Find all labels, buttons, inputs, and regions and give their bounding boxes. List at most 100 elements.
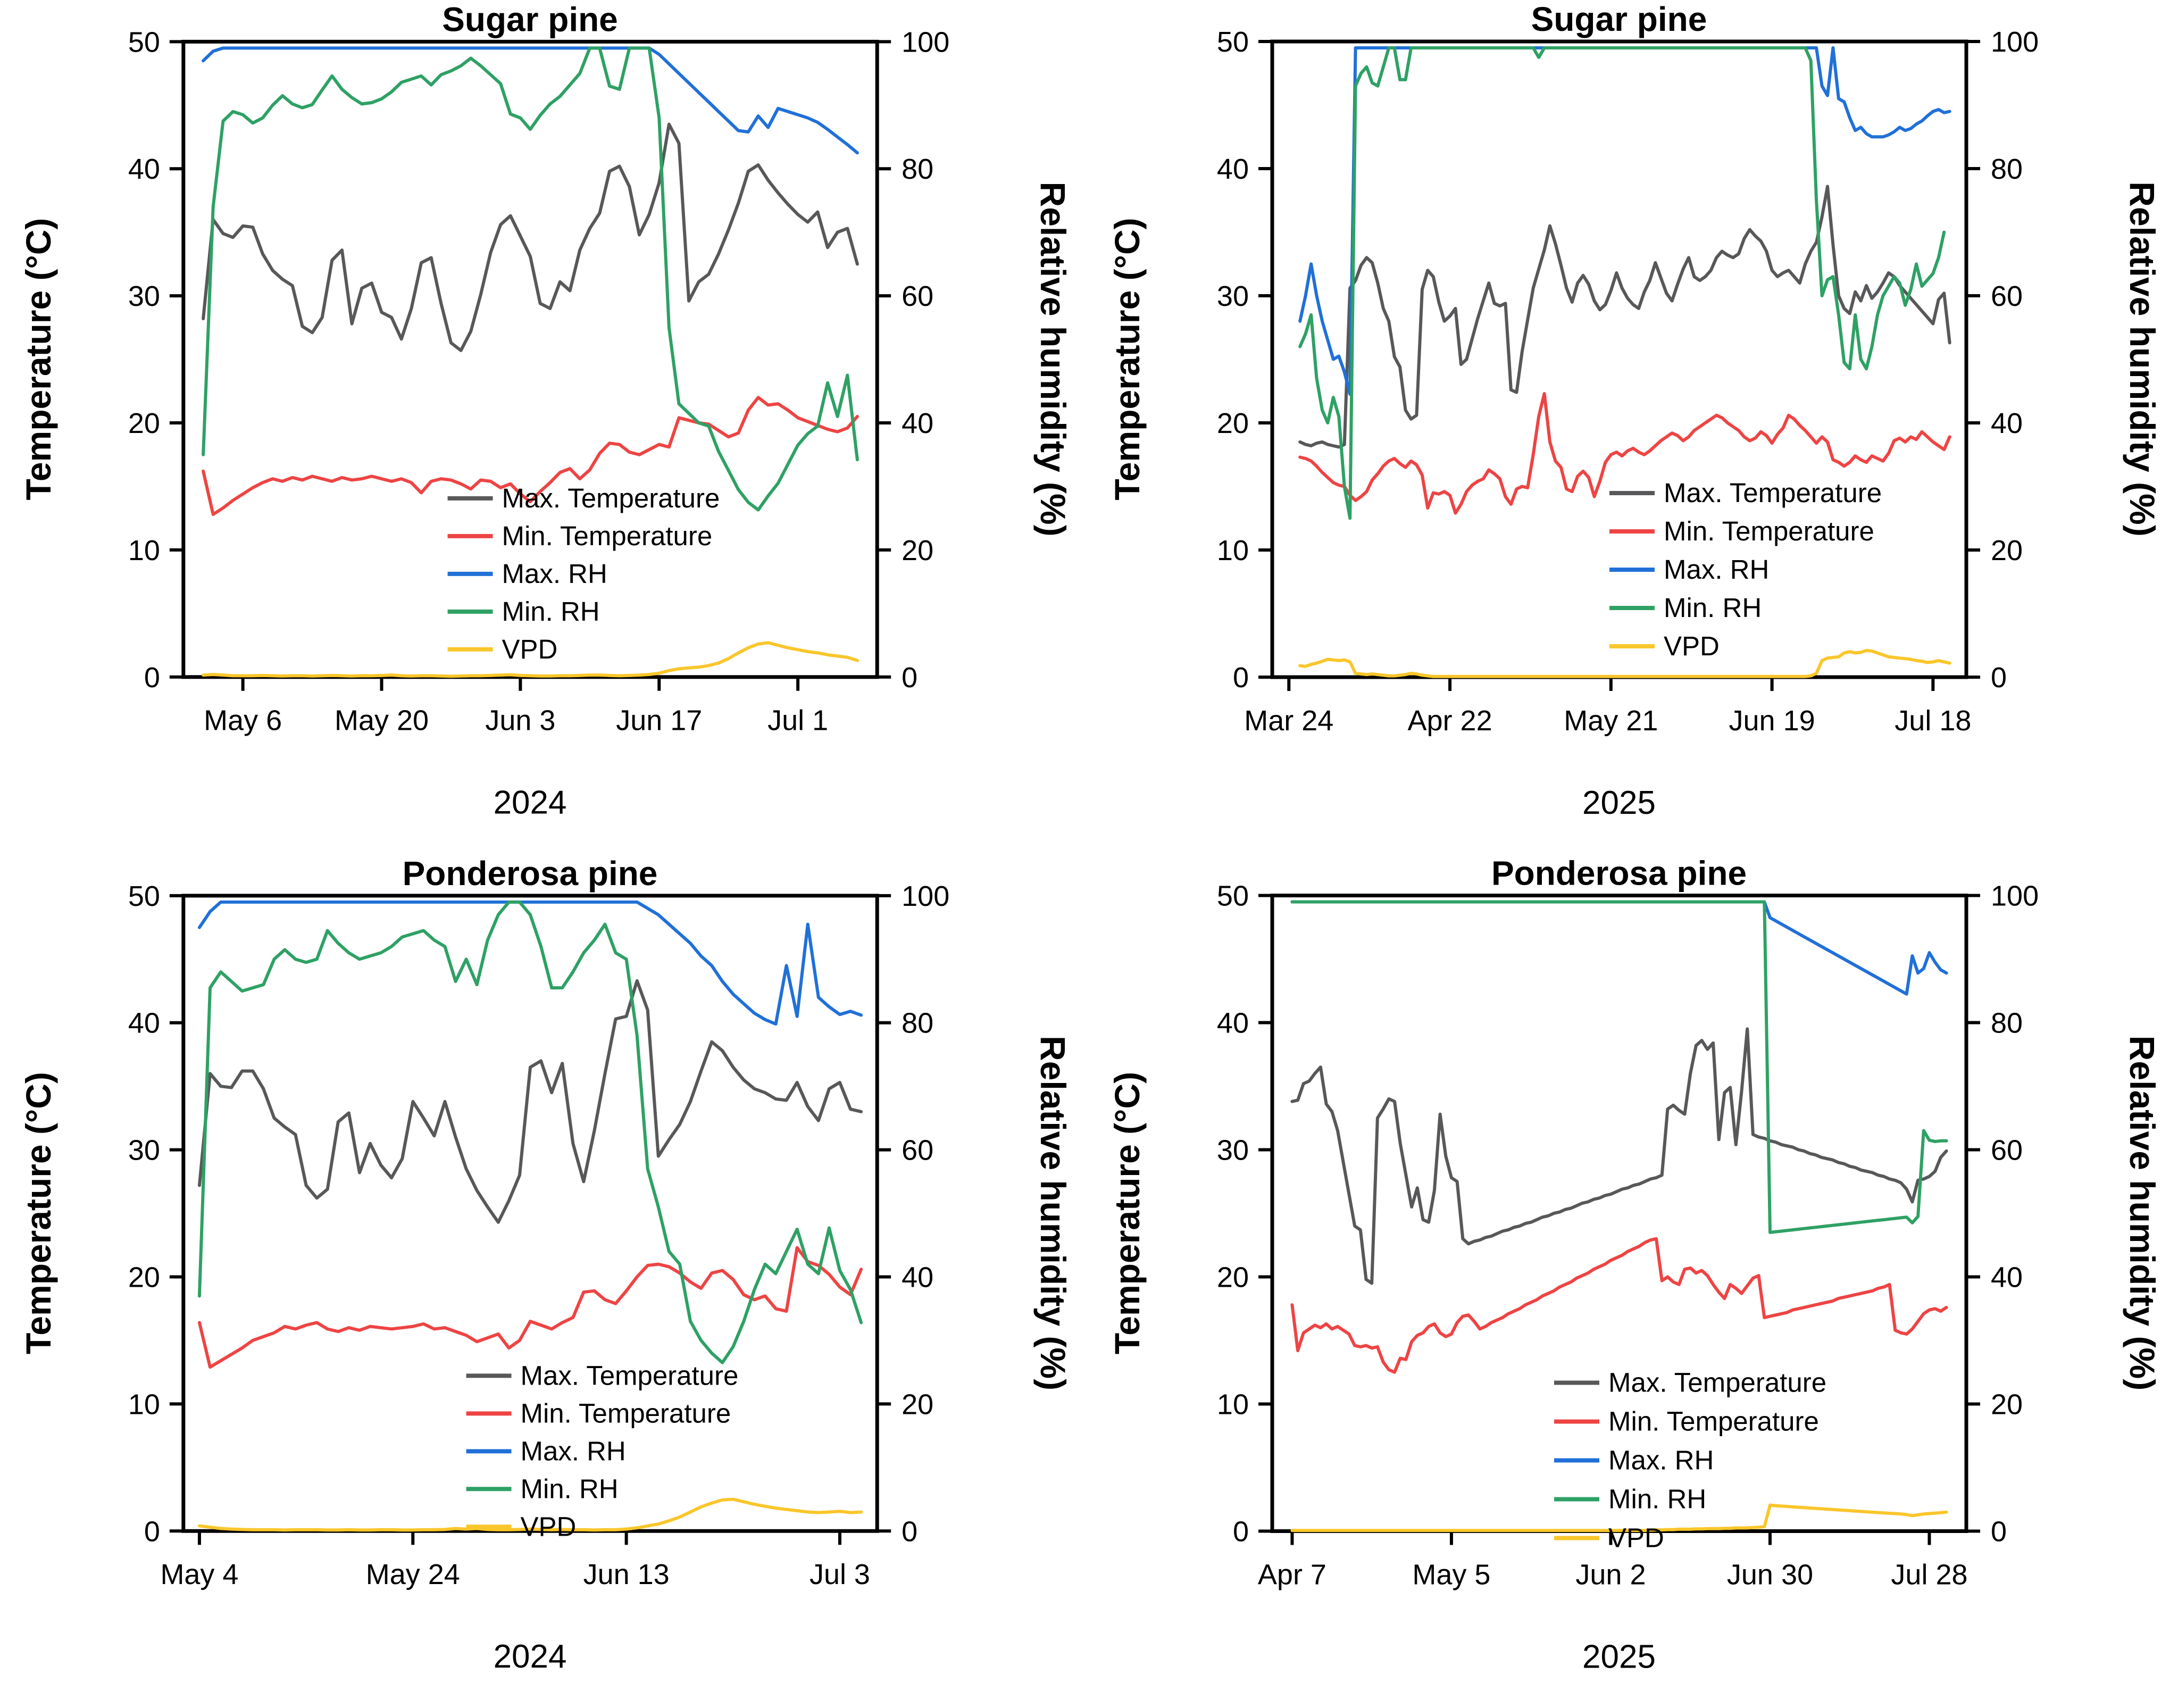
legend-label-max_rh: Max. RH: [1608, 1445, 1714, 1476]
legend-label-max_rh: Max. RH: [521, 1436, 626, 1466]
panel-title: Sugar pine: [442, 0, 617, 38]
legend-label-vpd: VPD: [1664, 631, 1720, 661]
panel-title: Ponderosa pine: [403, 854, 658, 893]
x-tick-label: Mar 24: [1244, 705, 1333, 737]
y-tick-label-left: 10: [128, 535, 160, 566]
x-tick-label: Apr 7: [1258, 1559, 1326, 1591]
y-tick-label-right: 20: [1991, 535, 2023, 566]
y-tick-label-left: 40: [128, 1007, 160, 1039]
y-tick-label-left: 50: [1217, 26, 1249, 58]
plot-area: 0 10 20 30 40 50 0 20 40 60 80 100 Apr 7 May 5 Jun 2 Ju…: [1217, 880, 2039, 1591]
y-tick-label-left: 0: [1233, 1516, 1249, 1548]
x-tick-label: May 6: [204, 705, 282, 737]
y-tick-label-left: 10: [128, 1388, 160, 1420]
y-tick-label-left: 10: [1217, 1389, 1249, 1421]
legend-label-max_rh: Max. RH: [1664, 554, 1769, 585]
series-min_rh: [1298, 46, 1946, 520]
series-min_rh: [197, 900, 863, 1364]
y-tick-label-left: 20: [1217, 407, 1249, 439]
series-vpd: [1298, 648, 1951, 678]
legend-label-min_temp: Min. Temperature: [1608, 1406, 1819, 1437]
x-tick-label: May 24: [366, 1559, 460, 1590]
panel-title: Sugar pine: [1531, 0, 1707, 38]
series-min_temp: [202, 396, 859, 516]
y-tick-label-right: 40: [902, 407, 933, 439]
x-tick-label: Jun 2: [1575, 1559, 1646, 1591]
y-tick-label-right: 100: [1991, 26, 2039, 58]
x-tick-label: Jun 3: [485, 705, 555, 737]
x-tick-label: May 5: [1412, 1559, 1490, 1591]
chart-ponderosa-pine-2025: Ponderosa pine Temperature (°C) Relative…: [1089, 854, 2178, 1708]
legend-label-min_rh: Min. RH: [502, 596, 600, 627]
x-axis-year-label: 2024: [494, 785, 567, 821]
y-tick-label-left: 20: [1217, 1262, 1249, 1294]
x-tick-label: Jun 30: [1727, 1559, 1813, 1591]
legend-label-vpd: VPD: [521, 1511, 577, 1542]
x-tick-label: Jul 18: [1895, 705, 1971, 737]
y-tick-label-right: 60: [902, 280, 933, 312]
y-axis-label-right: Relative humidity (%): [1033, 182, 1073, 537]
y-tick-label-right: 0: [1991, 662, 2007, 694]
panel-sugar-pine-2025: Sugar pine Temperature (°C) Relative hum…: [1089, 0, 2178, 854]
y-tick-label-right: 40: [1991, 407, 2023, 439]
panel-ponderosa-pine-2025: Ponderosa pine Temperature (°C) Relative…: [1089, 854, 2178, 1708]
x-tick-label: May 20: [335, 705, 429, 737]
legend-label-max_temp: Max. Temperature: [1664, 478, 1882, 508]
y-tick-label-left: 50: [128, 880, 160, 912]
panel-sugar-pine-2024: Sugar pine Temperature (°C) Relative hum…: [0, 0, 1089, 854]
y-tick-label-right: 40: [1991, 1262, 2023, 1294]
legend-label-min_temp: Min. Temperature: [521, 1398, 731, 1428]
y-tick-label-right: 0: [902, 662, 917, 694]
y-tick-label-left: 30: [128, 280, 160, 312]
y-tick-label-right: 20: [1991, 1389, 2023, 1421]
y-tick-label-left: 40: [128, 153, 160, 185]
legend-label-max_rh: Max. RH: [502, 559, 607, 589]
series-max_temp: [197, 979, 863, 1224]
y-axis-label-left: Temperature (°C): [1107, 1072, 1147, 1354]
y-tick-label-right: 80: [1991, 153, 2023, 185]
y-tick-label-right: 60: [1991, 280, 2023, 312]
plot-area: 0 10 20 30 40 50 0 20 40 60 80 100 May 4 May 24 Jun 13…: [128, 880, 949, 1590]
y-tick-label-left: 30: [1217, 1135, 1249, 1167]
y-tick-label-left: 40: [1217, 153, 1249, 185]
y-tick-label-left: 30: [1217, 280, 1249, 312]
series-min_rh: [202, 46, 859, 512]
legend-label-min_rh: Min. RH: [521, 1473, 619, 1504]
legend-label-vpd: VPD: [502, 634, 558, 664]
series-min_temp: [1298, 392, 1951, 515]
y-tick-label-left: 50: [1217, 880, 1249, 912]
y-tick-label-right: 20: [902, 1388, 933, 1420]
series-vpd: [1290, 1503, 1948, 1532]
y-tick-label-right: 60: [902, 1135, 933, 1167]
x-tick-label: Jul 1: [767, 705, 828, 737]
series-vpd: [202, 641, 859, 678]
x-tick-label: Jul 28: [1891, 1559, 1967, 1591]
legend-label-vpd: VPD: [1608, 1523, 1664, 1553]
y-tick-label-right: 80: [902, 1007, 933, 1039]
series-max_rh: [197, 900, 863, 1026]
y-tick-label-right: 20: [902, 535, 933, 566]
x-tick-label: Apr 22: [1408, 705, 1492, 737]
y-tick-label-right: 80: [902, 153, 933, 185]
chart-sugar-pine-2024: Sugar pine Temperature (°C) Relative hum…: [0, 0, 1089, 854]
x-tick-label: Jun 19: [1729, 705, 1815, 737]
series-max_temp: [202, 122, 859, 352]
series-max_temp: [1298, 185, 1951, 449]
y-tick-label-left: 20: [128, 407, 160, 439]
y-tick-label-left: 10: [1217, 535, 1249, 566]
x-tick-label: Jun 17: [616, 705, 702, 737]
legend-label-min_temp: Min. Temperature: [502, 521, 713, 551]
series-max_rh: [1290, 900, 1948, 996]
legend-label-max_temp: Max. Temperature: [521, 1360, 739, 1390]
x-axis-year-label: 2024: [494, 1638, 567, 1675]
y-tick-label-left: 0: [144, 662, 160, 694]
y-tick-label-left: 0: [144, 1515, 160, 1547]
x-tick-label: Jul 3: [810, 1559, 870, 1590]
legend-label-min_rh: Min. RH: [1608, 1484, 1706, 1514]
y-tick-label-right: 40: [902, 1261, 933, 1293]
legend-label-min_temp: Min. Temperature: [1664, 516, 1874, 546]
plot-area: 0 10 20 30 40 50 0 20 40 60 80 100 Mar 24 Apr 22 May 2…: [1217, 26, 2039, 737]
y-axis-label-right: Relative humidity (%): [2123, 1036, 2162, 1390]
x-axis-year-label: 2025: [1582, 785, 1656, 821]
